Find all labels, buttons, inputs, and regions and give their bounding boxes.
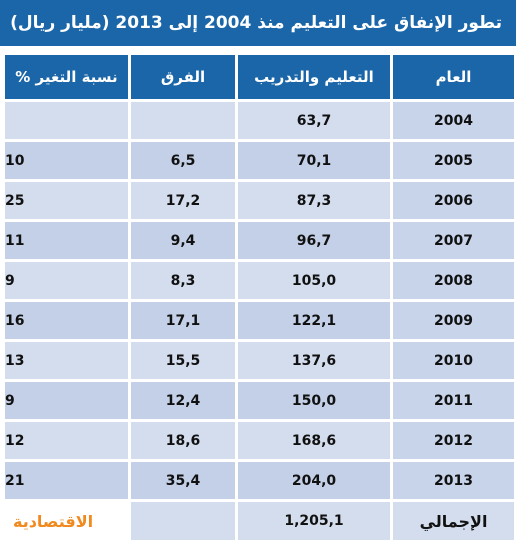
table-title: تطور الإنفاق على التعليم منذ 2004 إلى 20…	[0, 0, 516, 46]
cell-spending: 137,6	[238, 342, 390, 379]
table-row: 2011 150,0 12,4 9	[5, 382, 514, 419]
cell-change-pct: 21	[5, 462, 128, 499]
header-spending: التعليم والتدريب	[238, 55, 390, 99]
cell-spending: 150,0	[238, 382, 390, 419]
cell-difference: 17,2	[131, 182, 235, 219]
cell-change-pct: 11	[5, 222, 128, 259]
brand-logo: الاقتصادية	[13, 511, 94, 531]
cell-year: 2012	[393, 422, 514, 459]
cell-change-pct: 12	[5, 422, 128, 459]
cell-year: 2009	[393, 302, 514, 339]
cell-difference: 35,4	[131, 462, 235, 499]
table-row: 2006 87,3 17,2 25	[5, 182, 514, 219]
cell-change-pct: 25	[5, 182, 128, 219]
cell-year: 2011	[393, 382, 514, 419]
table-row: 2013 204,0 35,4 21	[5, 462, 514, 499]
cell-spending: 96,7	[238, 222, 390, 259]
table-row: 2005 70,1 6,5 10	[5, 142, 514, 179]
cell-change-pct: 16	[5, 302, 128, 339]
spending-table: العام التعليم والتدريب الفرق نسبة التغير…	[2, 52, 516, 543]
table-row: 2009 122,1 17,1 16	[5, 302, 514, 339]
cell-year: 2008	[393, 262, 514, 299]
cell-year: 2013	[393, 462, 514, 499]
total-row: الإجمالي 1,205,1 الاقتصادية	[5, 502, 514, 540]
total-label: الإجمالي	[393, 502, 514, 540]
cell-spending: 204,0	[238, 462, 390, 499]
cell-change-pct: 13	[5, 342, 128, 379]
cell-spending: 63,7	[238, 102, 390, 139]
cell-difference: 9,4	[131, 222, 235, 259]
cell-difference	[131, 102, 235, 139]
cell-year: 2004	[393, 102, 514, 139]
cell-difference: 15,5	[131, 342, 235, 379]
cell-change-pct: 9	[5, 262, 128, 299]
brand-cell: الاقتصادية	[5, 502, 128, 540]
header-year: العام	[393, 55, 514, 99]
cell-difference: 17,1	[131, 302, 235, 339]
cell-difference: 12,4	[131, 382, 235, 419]
cell-spending: 70,1	[238, 142, 390, 179]
cell-difference: 18,6	[131, 422, 235, 459]
table-row: 2004 63,7	[5, 102, 514, 139]
cell-year: 2005	[393, 142, 514, 179]
table-row: 2007 96,7 9,4 11	[5, 222, 514, 259]
cell-year: 2006	[393, 182, 514, 219]
cell-change-pct: 10	[5, 142, 128, 179]
header-row: العام التعليم والتدريب الفرق نسبة التغير…	[5, 55, 514, 99]
cell-spending: 168,6	[238, 422, 390, 459]
table-row: 2010 137,6 15,5 13	[5, 342, 514, 379]
table-row: 2008 105,0 8,3 9	[5, 262, 514, 299]
cell-spending: 87,3	[238, 182, 390, 219]
cell-change-pct: 9	[5, 382, 128, 419]
cell-year: 2007	[393, 222, 514, 259]
header-difference: الفرق	[131, 55, 235, 99]
cell-difference: 8,3	[131, 262, 235, 299]
cell-year: 2010	[393, 342, 514, 379]
total-difference	[131, 502, 235, 540]
table-row: 2012 168,6 18,6 12	[5, 422, 514, 459]
total-spending: 1,205,1	[238, 502, 390, 540]
cell-spending: 122,1	[238, 302, 390, 339]
header-change-pct: نسبة التغير %	[5, 55, 128, 99]
cell-spending: 105,0	[238, 262, 390, 299]
cell-difference: 6,5	[131, 142, 235, 179]
cell-change-pct	[5, 102, 128, 139]
